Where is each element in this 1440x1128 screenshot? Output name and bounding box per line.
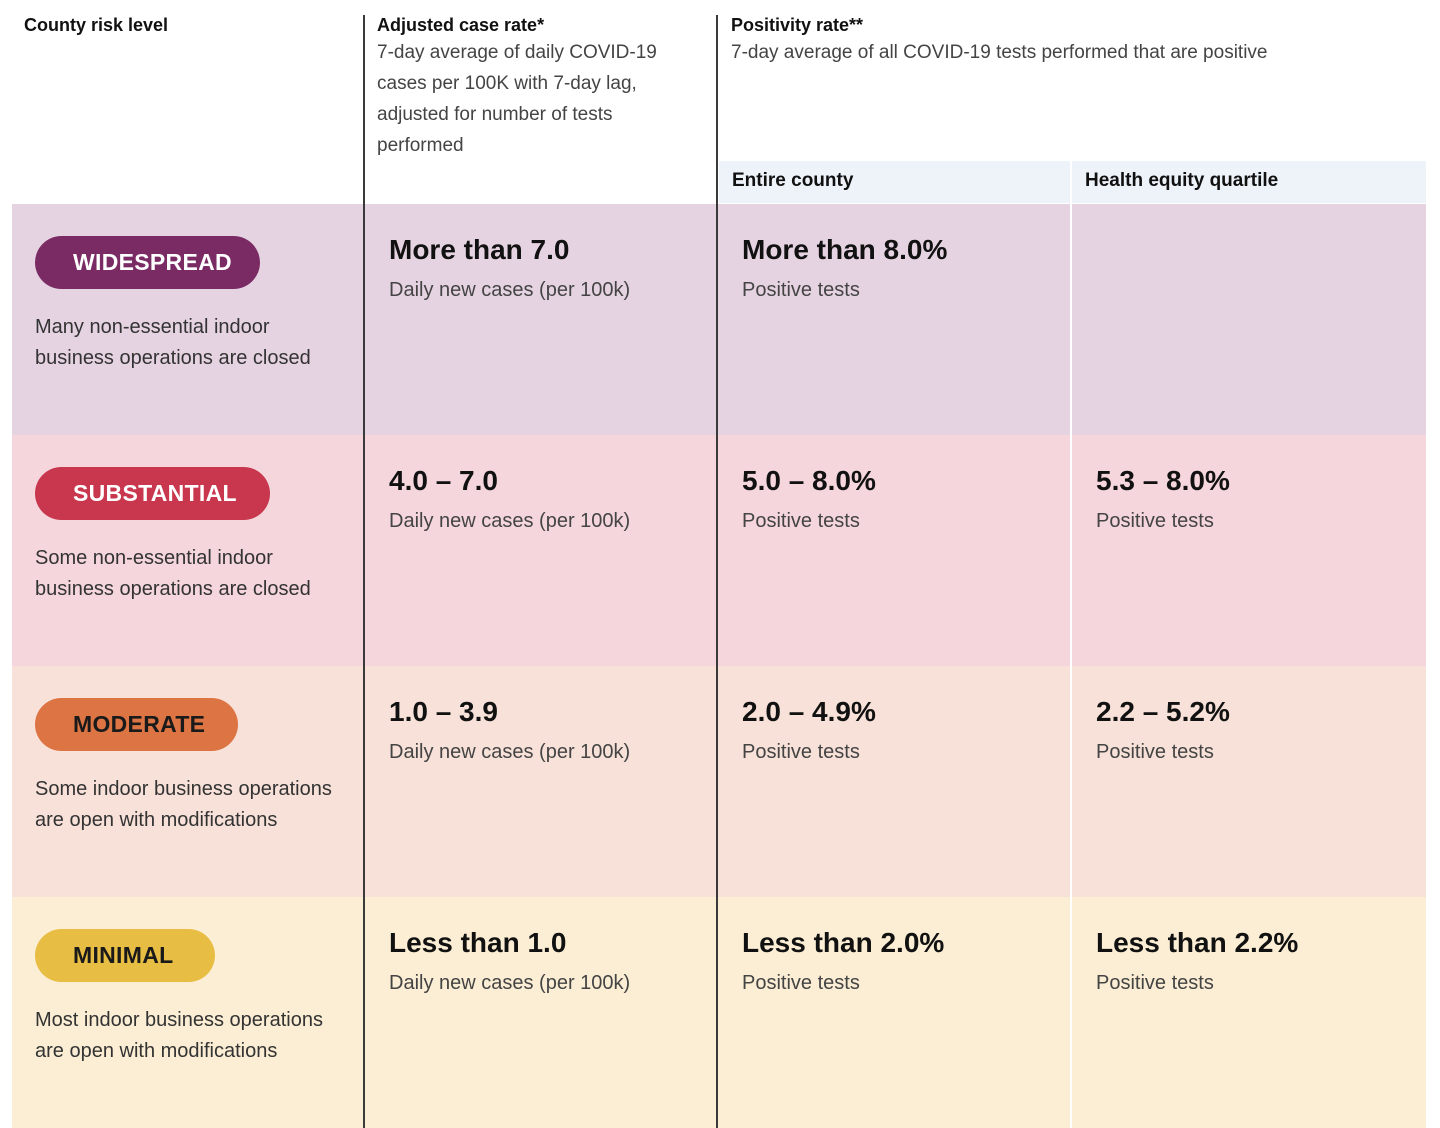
- tier-desc-line: are open with modifications: [35, 809, 278, 831]
- tier-row-widespread: WIDESPREAD Many non-essential indoor bus…: [12, 204, 1426, 435]
- tier-badge-moderate: MODERATE: [35, 698, 238, 751]
- header-risk-level: County risk level: [24, 15, 169, 35]
- tier-desc-minimal: Most indoor business operations are open…: [35, 1005, 355, 1067]
- case-rate-value: Less than 1.0: [389, 927, 567, 958]
- subheader-health-equity-label: Health equity quartile: [1085, 170, 1279, 191]
- divider-county-equity: [1070, 161, 1072, 1128]
- tier-desc-line: Most indoor business operations: [35, 1009, 323, 1031]
- tier-badge-widespread: WIDESPREAD: [35, 236, 260, 289]
- header-positivity-title: Positivity rate**: [731, 15, 864, 35]
- case-rate-value: 1.0 – 3.9: [389, 696, 498, 727]
- equity-positivity-value: Less than 2.2%: [1096, 927, 1299, 958]
- tier-badge-minimal: MINIMAL: [35, 929, 215, 982]
- county-positivity-unit: Positive tests: [742, 972, 860, 994]
- case-rate-desc-line-3: adjusted for number of tests: [377, 104, 613, 125]
- case-rate-unit: Daily new cases (per 100k): [389, 741, 631, 763]
- case-rate-value: More than 7.0: [389, 234, 570, 265]
- equity-positivity-value: 2.2 – 5.2%: [1096, 696, 1230, 727]
- case-rate-desc-line-4: performed: [377, 135, 464, 156]
- tier-desc-substantial: Some non-essential indoor business opera…: [35, 543, 355, 605]
- county-positivity-value: 5.0 – 8.0%: [742, 465, 876, 496]
- case-rate-value: 4.0 – 7.0: [389, 465, 498, 496]
- county-positivity-unit: Positive tests: [742, 741, 860, 763]
- tier-desc-line: are open with modifications: [35, 1040, 278, 1062]
- header-case-rate-title: Adjusted case rate*: [377, 15, 545, 35]
- case-rate-desc-line-1: 7-day average of daily COVID-19: [377, 42, 657, 63]
- tier-row-minimal: MINIMAL Most indoor business operations …: [12, 897, 1426, 1128]
- tier-row-moderate: MODERATE Some indoor business operations…: [12, 666, 1426, 897]
- tier-desc-line: Some indoor business operations: [35, 778, 332, 800]
- divider-case-rate-positivity: [716, 15, 718, 1128]
- tier-desc-line: business operations are closed: [35, 347, 311, 369]
- case-rate-unit: Daily new cases (per 100k): [389, 972, 631, 994]
- case-rate-unit: Daily new cases (per 100k): [389, 279, 631, 301]
- tier-desc-line: Many non-essential indoor: [35, 316, 270, 338]
- header-case-rate-desc: 7-day average of daily COVID-19 cases pe…: [377, 37, 657, 161]
- county-positivity-unit: Positive tests: [742, 279, 860, 301]
- subheader-entire-county: Entire county: [719, 161, 1070, 203]
- county-positivity-value: More than 8.0%: [742, 234, 948, 265]
- tier-desc-moderate: Some indoor business operations are open…: [35, 774, 355, 836]
- subheader-entire-county-label: Entire county: [732, 170, 854, 191]
- equity-positivity-unit: Positive tests: [1096, 741, 1214, 763]
- subheader-health-equity: Health equity quartile: [1072, 161, 1426, 203]
- tier-desc-line: Some non-essential indoor: [35, 547, 273, 569]
- equity-positivity-unit: Positive tests: [1096, 972, 1214, 994]
- county-positivity-value: Less than 2.0%: [742, 927, 945, 958]
- tier-desc-line: business operations are closed: [35, 578, 311, 600]
- tier-desc-widespread: Many non-essential indoor business opera…: [35, 312, 355, 374]
- case-rate-unit: Daily new cases (per 100k): [389, 510, 631, 532]
- equity-positivity-unit: Positive tests: [1096, 510, 1214, 532]
- header-positivity-desc: 7-day average of all COVID-19 tests perf…: [731, 42, 1268, 63]
- county-positivity-unit: Positive tests: [742, 510, 860, 532]
- county-positivity-value: 2.0 – 4.9%: [742, 696, 876, 727]
- divider-risk-case-rate: [363, 15, 365, 1128]
- tier-row-substantial: SUBSTANTIAL Some non-essential indoor bu…: [12, 435, 1426, 666]
- tier-badge-substantial: SUBSTANTIAL: [35, 467, 270, 520]
- equity-positivity-value: 5.3 – 8.0%: [1096, 465, 1230, 496]
- case-rate-desc-line-2: cases per 100K with 7-day lag,: [377, 73, 637, 94]
